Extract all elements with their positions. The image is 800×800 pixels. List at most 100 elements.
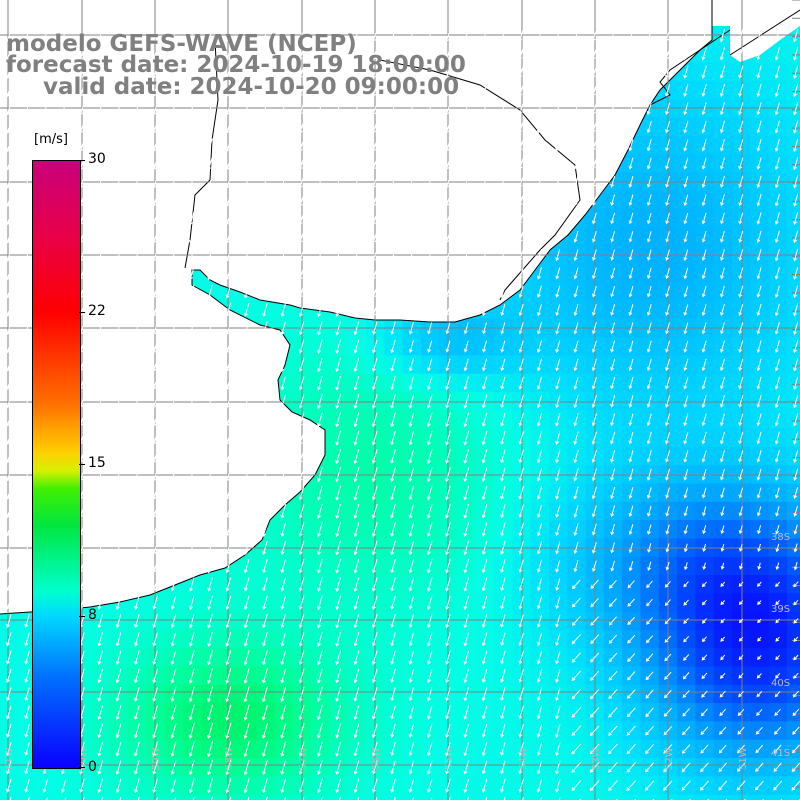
wind-arrow	[737, 744, 745, 754]
wind-arrow	[555, 139, 561, 152]
wind-arrow	[610, 65, 616, 79]
wind-arrow	[481, 540, 488, 556]
wind-arrow	[445, 687, 451, 702]
wind-arrow	[738, 340, 744, 353]
wind-arrow	[445, 193, 451, 207]
wind-arrow	[555, 687, 561, 702]
wind-arrow	[665, 450, 671, 463]
wind-arrow	[317, 741, 323, 757]
wind-arrow	[42, 28, 49, 43]
wind-arrow	[701, 139, 707, 152]
wind-speed-cell	[786, 593, 800, 613]
wind-arrow	[590, 634, 600, 645]
wind-arrow	[298, 558, 305, 574]
wind-arrow	[665, 431, 671, 445]
wind-arrow	[189, 138, 195, 153]
wind-arrow	[701, 672, 708, 680]
wind-arrow	[170, 540, 177, 556]
wind-arrow	[518, 467, 524, 482]
wind-arrow	[738, 267, 744, 280]
lon-label: 58W	[224, 747, 235, 770]
wind-arrow	[503, 797, 506, 800]
wind-arrow	[774, 303, 780, 317]
wind-arrow	[463, 46, 469, 61]
wind-arrow	[500, 65, 506, 79]
wind-arrow	[610, 413, 616, 427]
wind-arrow	[756, 468, 762, 481]
wind-arrow	[280, 302, 286, 318]
wind-arrow	[793, 28, 799, 43]
wind-arrow	[701, 358, 707, 372]
wind-arrow	[463, 175, 469, 189]
wind-arrow	[6, 303, 12, 318]
wind-arrow	[775, 581, 781, 588]
wind-speed-cell	[786, 501, 800, 521]
wind-arrow	[188, 778, 195, 794]
wind-arrow	[481, 102, 488, 116]
wind-arrow	[463, 83, 469, 98]
wind-arrow	[335, 266, 341, 281]
wind-arrow	[152, 613, 158, 629]
wind-arrow	[243, 174, 250, 189]
wind-arrow	[646, 65, 652, 79]
wind-arrow	[426, 577, 433, 592]
wind-arrow	[445, 376, 451, 391]
wind-arrow	[408, 668, 415, 684]
wind-arrow	[500, 376, 506, 390]
wind-arrow	[408, 175, 414, 189]
wind-arrow	[280, 339, 286, 354]
wind-arrow	[371, 448, 378, 465]
wind-arrow	[665, 395, 671, 408]
wind-arrow	[371, 540, 378, 556]
wind-arrow	[134, 339, 140, 354]
wind-arrow	[390, 120, 396, 134]
wind-arrow	[390, 577, 396, 592]
wind-arrow	[665, 543, 670, 553]
wind-arrow	[555, 705, 561, 720]
wind-arrow	[571, 743, 582, 755]
wind-arrow	[115, 339, 122, 354]
wind-arrow	[225, 321, 232, 336]
wind-arrow	[463, 211, 469, 226]
wind-arrow	[317, 175, 323, 189]
wind-arrow	[390, 522, 396, 538]
wind-arrow	[170, 248, 177, 263]
wind-arrow	[170, 485, 177, 501]
wind-arrow	[189, 394, 195, 409]
wind-arrow	[628, 194, 634, 207]
wind-arrow	[628, 157, 634, 170]
wind-arrow	[591, 358, 597, 372]
wind-arrow	[97, 101, 103, 116]
wind-arrow	[755, 762, 764, 773]
wind-speed-cell	[109, 794, 129, 800]
wind-arrow	[500, 650, 506, 665]
wind-arrow	[719, 690, 726, 698]
wind-arrow	[427, 65, 433, 80]
wind-arrow	[6, 540, 12, 555]
wind-arrow	[6, 138, 12, 153]
wind-arrow	[170, 394, 177, 409]
wind-arrow	[610, 102, 616, 116]
wind-arrow	[463, 650, 469, 665]
wind-arrow	[774, 285, 780, 299]
wind-arrow	[390, 595, 396, 611]
wind-arrow	[189, 431, 195, 446]
wind-arrow	[97, 504, 103, 519]
wind-arrow	[335, 248, 341, 263]
wind-arrow	[243, 741, 250, 758]
wind-arrow	[774, 212, 780, 225]
wind-arrow	[280, 65, 286, 80]
wind-arrow	[500, 358, 506, 372]
wind-arrow	[24, 577, 30, 592]
wind-arrow	[719, 120, 725, 134]
wind-arrow	[608, 743, 618, 755]
wind-arrow	[225, 101, 232, 116]
wind-arrow	[97, 193, 103, 208]
wind-arrow	[610, 194, 616, 207]
wind-arrow	[298, 577, 305, 592]
wind-arrow	[591, 523, 597, 536]
wind-speed-cell	[786, 684, 800, 704]
wind-arrow	[756, 708, 763, 716]
wind-speed-cell	[786, 666, 800, 686]
wind-arrow	[207, 540, 213, 556]
